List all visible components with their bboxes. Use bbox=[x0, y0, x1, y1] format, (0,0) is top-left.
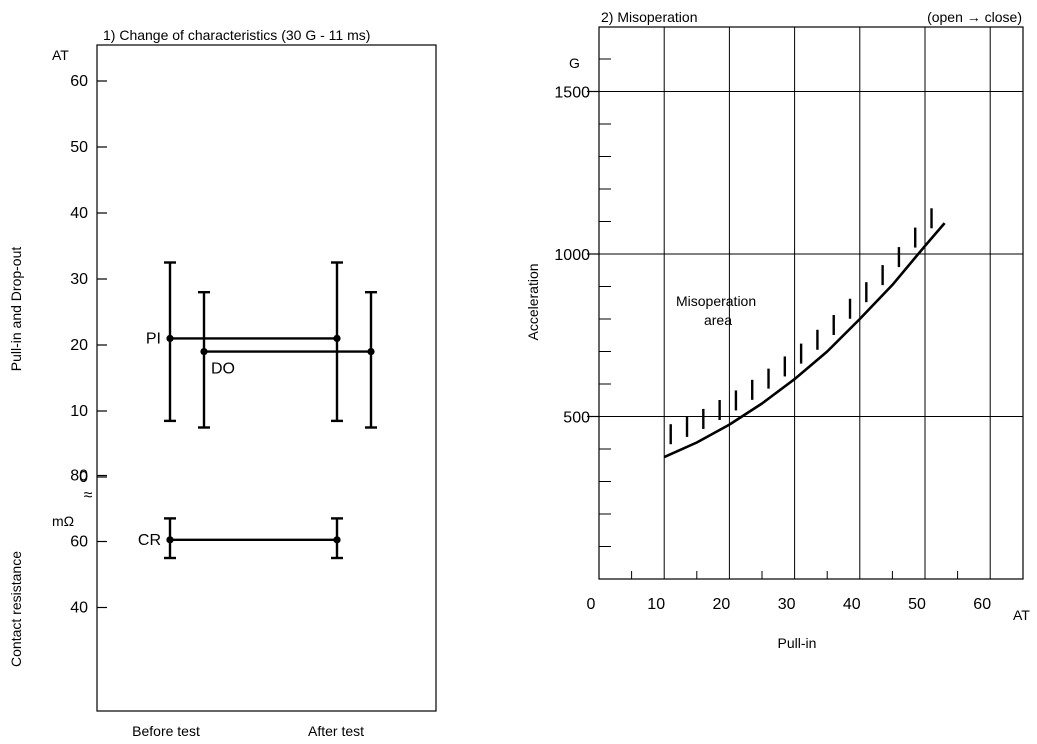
do-point bbox=[367, 348, 375, 356]
left-lower-tick-label: 40 bbox=[70, 600, 88, 617]
left-chart: 1) Change of characteristics (30 G - 11 … bbox=[8, 27, 437, 739]
misoperation-annotation: Misoperation area bbox=[676, 293, 760, 328]
x-tick-label: 0 bbox=[587, 596, 596, 613]
pi-point bbox=[166, 334, 174, 342]
cr-point bbox=[166, 536, 174, 544]
right-ticks: 0 10 20 30 40 50 60 500 1000 1500 bbox=[554, 58, 991, 613]
series-label-do: DO bbox=[211, 361, 235, 378]
left-upper-tick-label: 0 bbox=[79, 469, 88, 486]
x-tick-label: 40 bbox=[843, 596, 861, 613]
category-label-after: After test bbox=[308, 723, 364, 739]
left-lower-y-ticks: 40 60 80 bbox=[70, 468, 107, 617]
left-upper-tick-label: 20 bbox=[70, 337, 88, 354]
y-tick-label: 500 bbox=[563, 410, 590, 427]
series-label-cr: CR bbox=[138, 532, 161, 549]
left-upper-tick-label: 50 bbox=[70, 139, 88, 156]
y-tick-label: 1500 bbox=[554, 85, 590, 102]
left-plot-frame bbox=[96, 44, 437, 712]
left-upper-tick-label: 60 bbox=[70, 73, 88, 90]
category-label-before: Before test bbox=[132, 723, 200, 739]
left-upper-tick-label: 30 bbox=[70, 271, 88, 288]
x-tick-label: 50 bbox=[908, 596, 926, 613]
right-chart: 2) Misoperation (open → close) G AT Pull… bbox=[525, 9, 1030, 651]
right-chart-title: 2) Misoperation bbox=[601, 9, 698, 25]
left-lower-ylabel: Contact resistance bbox=[8, 551, 24, 667]
left-upper-y-ticks: 0 10 20 30 40 50 60 bbox=[70, 73, 107, 486]
x-tick-label: 60 bbox=[973, 596, 991, 613]
misoperation-boundary-curve bbox=[663, 222, 946, 459]
right-plot-frame bbox=[598, 26, 1024, 580]
left-lower-unit: mΩ bbox=[52, 513, 74, 529]
left-lower-tick-label: 60 bbox=[70, 534, 88, 551]
right-xlabel: Pull-in bbox=[778, 635, 817, 651]
right-y-unit: G bbox=[569, 55, 580, 71]
left-series-marks: PI DO CR bbox=[138, 261, 377, 560]
right-x-unit: AT bbox=[1013, 607, 1030, 623]
annotation-line-1: Misoperation bbox=[676, 293, 756, 309]
right-ylabel: Acceleration bbox=[525, 263, 541, 340]
y-tick-label: 1000 bbox=[554, 247, 590, 264]
right-grid bbox=[599, 27, 1023, 579]
left-upper-ylabel: Pull-in and Drop-out bbox=[8, 247, 24, 372]
annotation-line-2: area bbox=[704, 312, 732, 328]
do-point bbox=[200, 348, 208, 356]
left-chart-title: 1) Change of characteristics (30 G - 11 … bbox=[103, 27, 370, 43]
x-tick-label: 20 bbox=[713, 596, 731, 613]
x-tick-label: 10 bbox=[647, 596, 665, 613]
left-lower-tick-label: 80 bbox=[70, 468, 88, 485]
cr-point bbox=[333, 536, 341, 544]
axis-break-symbol: ≈ bbox=[84, 487, 93, 504]
x-tick-label: 30 bbox=[778, 596, 796, 613]
right-series-marks bbox=[663, 208, 946, 459]
left-upper-tick-label: 10 bbox=[70, 403, 88, 420]
left-upper-tick-label: 40 bbox=[70, 205, 88, 222]
series-label-pi: PI bbox=[146, 330, 161, 347]
right-chart-subtitle: (open → close) bbox=[927, 9, 1022, 25]
left-upper-unit: AT bbox=[52, 47, 69, 63]
pi-point bbox=[333, 334, 341, 342]
